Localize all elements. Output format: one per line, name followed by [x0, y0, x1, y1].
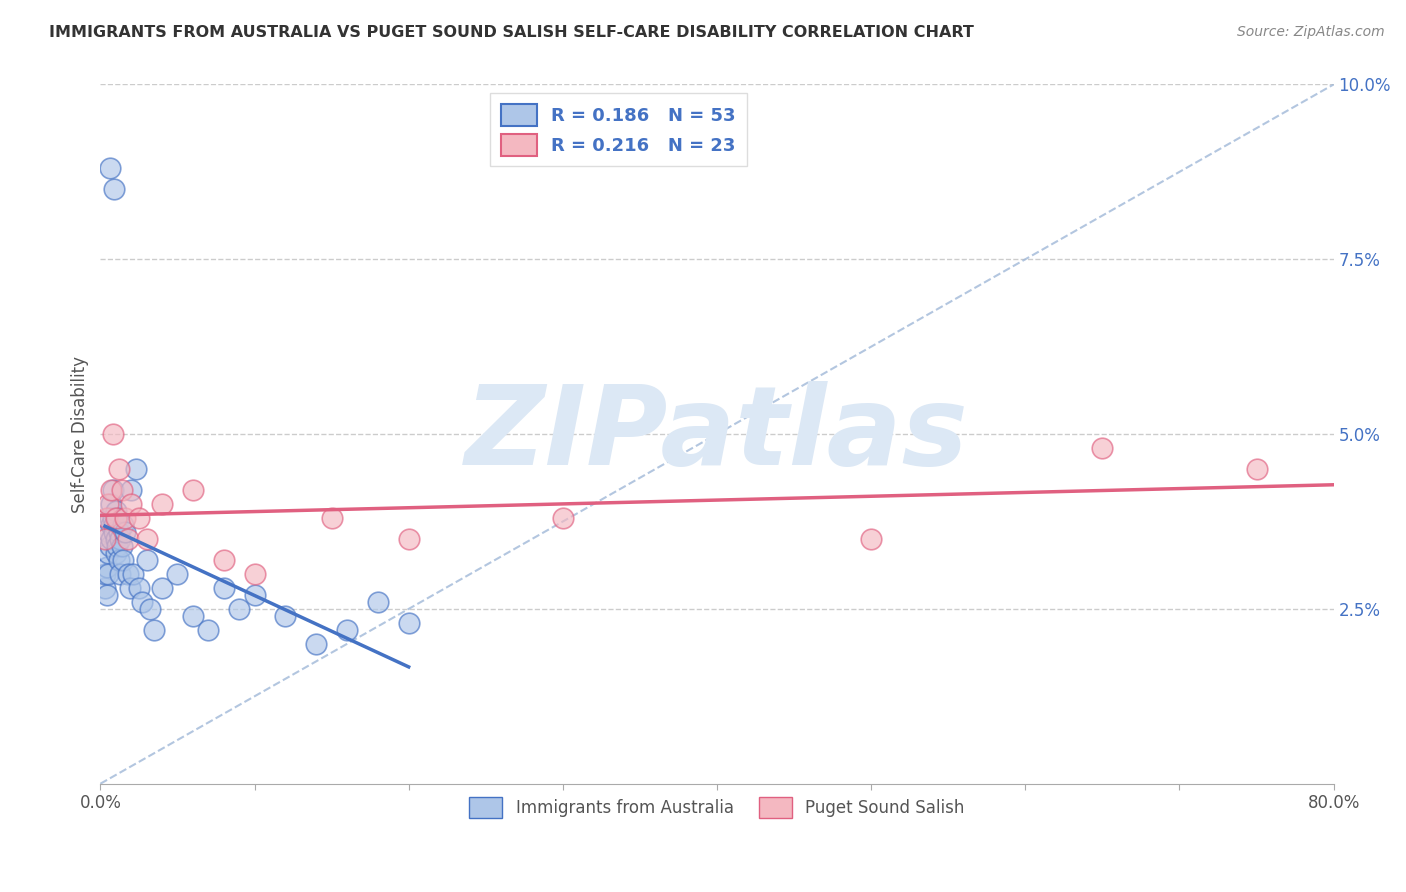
Point: [98, 539, 121, 553]
Point: [117, 566, 139, 581]
Point: [125, 462, 148, 476]
Point: [101, 483, 124, 497]
Point: [367, 595, 389, 609]
Point: [336, 623, 359, 637]
Point: [212, 553, 235, 567]
Point: [228, 602, 250, 616]
Point: [94, 532, 117, 546]
Point: [181, 608, 204, 623]
Point: [103, 524, 125, 539]
Point: [110, 532, 132, 546]
Point: [398, 615, 420, 630]
Point: [150, 581, 173, 595]
Point: [274, 608, 297, 623]
Point: [103, 518, 125, 533]
Point: [110, 566, 132, 581]
Point: [551, 511, 574, 525]
Point: [112, 553, 135, 567]
Point: [97, 524, 120, 539]
Point: [197, 623, 219, 637]
Point: [150, 497, 173, 511]
Text: IMMIGRANTS FROM AUSTRALIA VS PUGET SOUND SALISH SELF-CARE DISABILITY CORRELATION: IMMIGRANTS FROM AUSTRALIA VS PUGET SOUND…: [49, 25, 974, 40]
Point: [111, 483, 134, 497]
Text: ZIPatlas: ZIPatlas: [465, 381, 969, 488]
Point: [96, 588, 118, 602]
Point: [104, 532, 127, 546]
Point: [321, 511, 343, 525]
Point: [94, 566, 117, 581]
Point: [398, 532, 420, 546]
Point: [104, 511, 127, 525]
Point: [98, 161, 121, 176]
Point: [305, 637, 328, 651]
Point: [98, 511, 121, 525]
Point: [243, 566, 266, 581]
Point: [105, 539, 128, 553]
Point: [101, 511, 124, 525]
Point: [135, 532, 157, 546]
Point: [100, 497, 122, 511]
Point: [100, 532, 122, 546]
Point: [212, 581, 235, 595]
Point: [103, 182, 125, 196]
Point: [166, 566, 188, 581]
Point: [128, 581, 150, 595]
Point: [97, 497, 120, 511]
Point: [101, 427, 124, 442]
Point: [108, 462, 131, 476]
Y-axis label: Self-Care Disability: Self-Care Disability: [72, 356, 89, 513]
Point: [1091, 441, 1114, 455]
Point: [100, 518, 122, 533]
Text: Source: ZipAtlas.com: Source: ZipAtlas.com: [1237, 25, 1385, 39]
Point: [243, 588, 266, 602]
Point: [117, 532, 139, 546]
Point: [112, 518, 135, 533]
Point: [120, 497, 142, 511]
Point: [128, 511, 150, 525]
Point: [105, 511, 128, 525]
Point: [135, 553, 157, 567]
Point: [114, 524, 136, 539]
Point: [108, 524, 131, 539]
Point: [860, 532, 883, 546]
Point: [118, 581, 141, 595]
Point: [181, 483, 204, 497]
Point: [1246, 462, 1268, 476]
Point: [108, 553, 131, 567]
Point: [97, 566, 120, 581]
Point: [96, 511, 118, 525]
Point: [97, 546, 120, 560]
Point: [104, 546, 127, 560]
Legend: Immigrants from Australia, Puget Sound Salish: Immigrants from Australia, Puget Sound S…: [463, 790, 972, 824]
Point: [143, 623, 166, 637]
Point: [111, 539, 134, 553]
Point: [138, 602, 160, 616]
Point: [114, 511, 136, 525]
Point: [120, 483, 142, 497]
Point: [131, 595, 153, 609]
Point: [96, 560, 118, 574]
Point: [104, 504, 127, 518]
Point: [94, 581, 117, 595]
Point: [121, 566, 143, 581]
Point: [100, 483, 122, 497]
